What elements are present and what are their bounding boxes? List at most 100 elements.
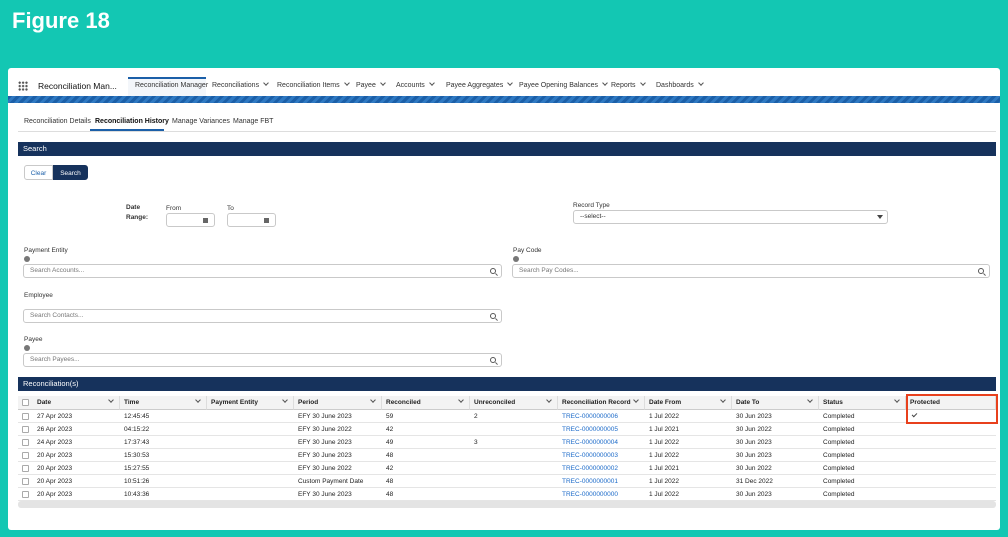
record-link[interactable]: TREC-0000000005 bbox=[562, 426, 619, 433]
from-date-input[interactable] bbox=[166, 213, 215, 227]
sort-menu[interactable] bbox=[454, 396, 463, 410]
row-checkbox[interactable] bbox=[22, 413, 29, 420]
select-all-checkbox[interactable] bbox=[22, 399, 29, 406]
record-type-select[interactable]: --select-- bbox=[573, 210, 888, 224]
sort-menu[interactable] bbox=[278, 396, 287, 410]
column-header[interactable]: Status bbox=[819, 396, 906, 410]
nav-item[interactable]: Accounts bbox=[396, 77, 434, 95]
table-row bbox=[18, 488, 996, 501]
cell-text: Completed bbox=[823, 478, 855, 485]
row-checkbox[interactable] bbox=[22, 439, 29, 446]
cell-text: 3 bbox=[474, 439, 478, 446]
column-header[interactable]: Date To bbox=[732, 396, 819, 410]
nav-item[interactable]: Reconciliations bbox=[212, 77, 268, 95]
cell-text: EFY 30 June 2022 bbox=[298, 465, 352, 472]
cell-text: 49 bbox=[386, 439, 394, 446]
sort-menu[interactable] bbox=[803, 396, 812, 410]
record-link[interactable]: TREC-0000000003 bbox=[562, 452, 619, 459]
field-label: Employee bbox=[24, 292, 53, 299]
cell-text: 20 Apr 2023 bbox=[37, 465, 73, 472]
cell-text: Completed bbox=[823, 426, 855, 433]
cell-text: EFY 30 June 2022 bbox=[298, 426, 352, 433]
cell-text: Completed bbox=[823, 439, 855, 446]
date-range-label: Date Range: bbox=[126, 204, 149, 221]
record-link[interactable]: TREC-0000000002 bbox=[562, 465, 619, 472]
search-input[interactable]: Search Pay Codes... bbox=[512, 264, 990, 278]
cell-text: 10:51:26 bbox=[124, 478, 150, 485]
cell-text: 24 Apr 2023 bbox=[37, 439, 73, 446]
cell-text: 1 Jul 2022 bbox=[649, 452, 679, 459]
row-checkbox[interactable] bbox=[22, 478, 29, 485]
search-input[interactable]: Search Payees... bbox=[23, 353, 502, 367]
sort-menu[interactable] bbox=[191, 396, 200, 410]
column-header[interactable]: Period bbox=[294, 396, 382, 410]
info-icon[interactable] bbox=[24, 256, 30, 262]
sort-menu[interactable] bbox=[890, 396, 899, 410]
cell-text: 04:15:22 bbox=[124, 426, 150, 433]
nav-item[interactable]: Payee bbox=[356, 77, 385, 95]
record-type-label: Record Type bbox=[573, 202, 610, 209]
sort-menu[interactable] bbox=[542, 396, 551, 410]
row-checkbox[interactable] bbox=[22, 426, 29, 433]
field-label: Pay Code bbox=[513, 247, 542, 254]
column-header[interactable]: Unreconciled bbox=[470, 396, 558, 410]
table-row bbox=[18, 449, 996, 462]
cell-text: Completed bbox=[823, 491, 855, 498]
tab[interactable]: Manage Variances bbox=[172, 118, 230, 125]
clear-button[interactable]: Clear bbox=[24, 165, 53, 180]
cell-text: 20 Apr 2023 bbox=[37, 452, 73, 459]
cell-text: 1 Jul 2021 bbox=[649, 426, 679, 433]
cell-text: 48 bbox=[386, 478, 394, 485]
sort-menu[interactable] bbox=[716, 396, 725, 410]
table-row bbox=[18, 475, 996, 488]
search-button[interactable]: Search bbox=[53, 165, 88, 180]
cell-text: 1 Jul 2022 bbox=[649, 491, 679, 498]
scrollbar[interactable] bbox=[18, 501, 996, 508]
cell-text: 42 bbox=[386, 465, 394, 472]
column-header[interactable]: Protected bbox=[906, 396, 996, 410]
table-row bbox=[18, 436, 996, 449]
tab-active[interactable]: Reconciliation History bbox=[95, 118, 169, 125]
row-checkbox[interactable] bbox=[22, 452, 29, 459]
column-header[interactable]: Date bbox=[33, 396, 120, 410]
info-icon[interactable] bbox=[24, 345, 30, 351]
cell-text: 20 Apr 2023 bbox=[37, 491, 73, 498]
cell-text: Completed bbox=[823, 465, 855, 472]
tab[interactable]: Reconciliation Details bbox=[24, 118, 91, 125]
placeholder: Search Payees... bbox=[30, 356, 80, 363]
cell-text: EFY 30 June 2023 bbox=[298, 439, 352, 446]
column-header[interactable]: Payment Entity bbox=[207, 396, 294, 410]
nav-item[interactable]: Dashboards bbox=[656, 77, 703, 95]
cell-text: EFY 30 June 2023 bbox=[298, 452, 352, 459]
from-label: From bbox=[166, 205, 182, 212]
record-link[interactable]: TREC-0000000001 bbox=[562, 478, 619, 485]
column-header[interactable]: Time bbox=[120, 396, 207, 410]
cell-text: 20 Apr 2023 bbox=[37, 478, 73, 485]
app-launcher[interactable] bbox=[18, 81, 28, 91]
sort-menu[interactable] bbox=[629, 396, 638, 410]
nav-stripe bbox=[8, 96, 1000, 103]
info-icon[interactable] bbox=[513, 256, 519, 262]
search-input[interactable]: Search Contacts... bbox=[23, 309, 502, 323]
search-input[interactable]: Search Accounts... bbox=[23, 264, 502, 278]
record-link[interactable]: TREC-0000000004 bbox=[562, 439, 619, 446]
column-header[interactable]: Date From bbox=[645, 396, 732, 410]
record-link[interactable]: TREC-0000000006 bbox=[562, 413, 619, 420]
nav-item[interactable]: Payee Aggregates bbox=[446, 77, 512, 95]
nav-item[interactable]: Reconciliation Manager bbox=[135, 82, 209, 89]
cell-text: 2 bbox=[474, 413, 478, 420]
cell-text: 30 Jun 2022 bbox=[736, 465, 772, 472]
row-checkbox[interactable] bbox=[22, 491, 29, 498]
row-checkbox[interactable] bbox=[22, 465, 29, 472]
column-header[interactable]: Reconciled bbox=[382, 396, 470, 410]
sort-menu[interactable] bbox=[104, 396, 113, 410]
column-header[interactable]: Reconciliation Record bbox=[558, 396, 645, 410]
tab[interactable]: Manage FBT bbox=[233, 118, 274, 125]
nav-item[interactable]: Payee Opening Balances bbox=[519, 77, 607, 95]
nav-item[interactable]: Reconciliation Items bbox=[277, 77, 349, 95]
table-row bbox=[18, 462, 996, 475]
nav-item[interactable]: Reports bbox=[611, 77, 645, 95]
sort-menu[interactable] bbox=[366, 396, 375, 410]
to-date-input[interactable] bbox=[227, 213, 276, 227]
record-link[interactable]: TREC-0000000000 bbox=[562, 491, 619, 498]
